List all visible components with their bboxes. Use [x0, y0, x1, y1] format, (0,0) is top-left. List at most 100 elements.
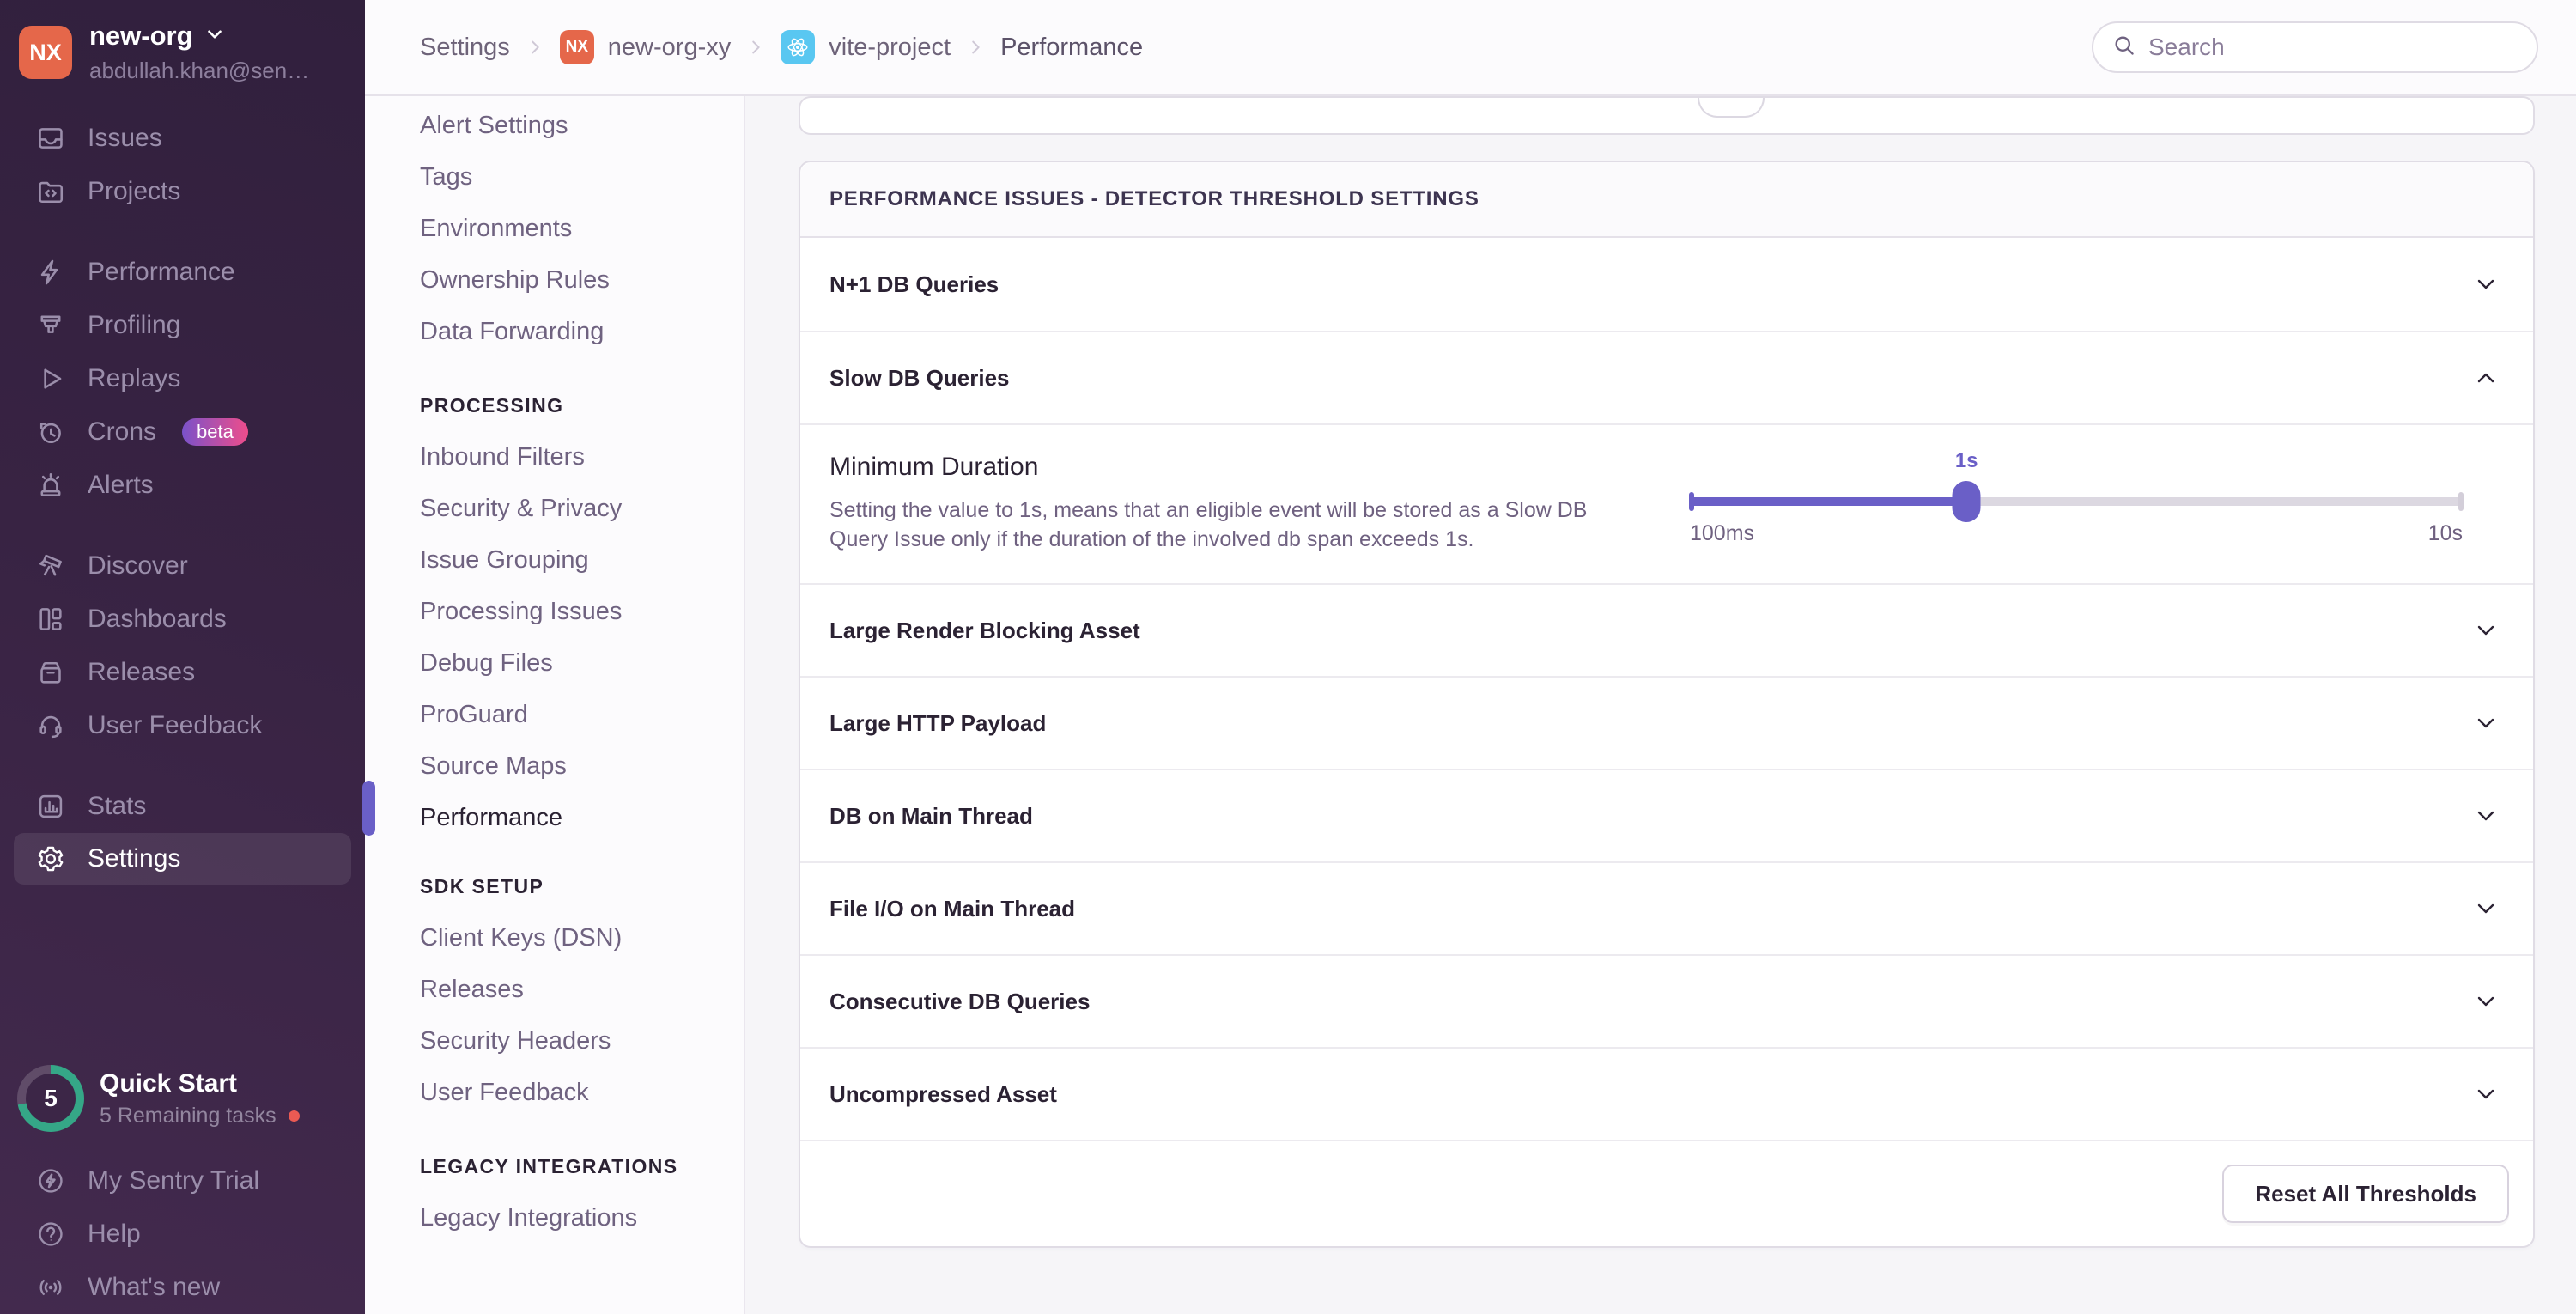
help-icon [36, 1220, 65, 1249]
settings-nav-environments[interactable]: Environments [420, 214, 573, 242]
setting-description: Setting the value to 1s, means that an e… [829, 498, 1588, 551]
settings-nav-header-processing: PROCESSING [420, 393, 564, 417]
chevron-down-icon [2473, 803, 2499, 829]
min-duration-slider: 1s 100ms 10s [1689, 425, 2464, 583]
org-avatar: NX [19, 26, 72, 79]
breadcrumb-settings[interactable]: Settings [420, 33, 510, 61]
breadcrumb-current-page: Performance [1000, 33, 1144, 61]
slider-value-label: 1s [1954, 449, 1978, 472]
search-icon [2112, 33, 2136, 62]
slider-max-label: 10s [2427, 521, 2463, 545]
panel-toggle-knob[interactable] [1698, 98, 1765, 118]
quick-start-count: 5 [44, 1085, 58, 1111]
sidebar-item-releases[interactable]: Releases [0, 646, 365, 699]
slider-fill [1690, 497, 1967, 506]
chevron-down-icon [2473, 710, 2499, 736]
quick-start-progress-ring: 5 [17, 1065, 84, 1132]
sidebar-nav: Issues Projects Performance Profiling Re… [0, 112, 365, 885]
accordion-row-slow-db-queries[interactable]: Slow DB Queries [800, 331, 2533, 423]
settings-nav-inbound-filters[interactable]: Inbound Filters [420, 442, 585, 471]
settings-nav-source-maps[interactable]: Source Maps [420, 751, 567, 780]
sidebar-item-settings[interactable]: Settings [14, 833, 351, 885]
beta-badge: beta [182, 418, 248, 446]
slider-track[interactable] [1689, 481, 2464, 522]
accordion-row-uncompressed-asset[interactable]: Uncompressed Asset [800, 1047, 2533, 1140]
breadcrumb-project[interactable]: vite-project [781, 30, 951, 64]
detector-threshold-panel: PERFORMANCE ISSUES - DETECTOR THRESHOLD … [799, 161, 2535, 1248]
org-name: new-org [89, 21, 193, 51]
quick-start[interactable]: 5 Quick Start 5 Remaining tasks [0, 1065, 365, 1154]
panel-footer: Reset All Thresholds [800, 1140, 2533, 1246]
sidebar-item-whats-new[interactable]: What's new [0, 1261, 365, 1314]
sidebar-item-profiling[interactable]: Profiling [0, 299, 365, 352]
settings-nav-tags[interactable]: Tags [420, 162, 473, 191]
sidebar-item-alerts[interactable]: Alerts [0, 459, 365, 512]
chevron-down-icon [2473, 989, 2499, 1014]
settings-nav-ownership-rules[interactable]: Ownership Rules [420, 265, 610, 294]
sidebar-item-discover[interactable]: Discover [0, 539, 365, 593]
sidebar-item-dashboards[interactable]: Dashboards [0, 593, 365, 646]
settings-nav-header-legacy: LEGACY INTEGRATIONS [420, 1154, 678, 1177]
trial-icon [36, 1166, 65, 1195]
slider-min-label: 100ms [1690, 521, 1755, 545]
settings-nav-processing-issues[interactable]: Processing Issues [420, 597, 623, 625]
chevron-down-icon [193, 23, 226, 50]
broadcast-icon [36, 1273, 65, 1302]
settings-nav-issue-grouping[interactable]: Issue Grouping [420, 545, 589, 574]
chevron-down-icon [2473, 896, 2499, 922]
settings-nav-proguard[interactable]: ProGuard [420, 700, 528, 728]
sidebar-item-performance[interactable]: Performance [0, 246, 365, 299]
releases-icon [36, 658, 65, 687]
performance-icon [36, 258, 65, 287]
settings-nav-alert-settings[interactable]: Alert Settings [420, 111, 568, 139]
accordion-row-large-http-payload[interactable]: Large HTTP Payload [800, 676, 2533, 769]
settings-nav-client-keys[interactable]: Client Keys (DSN) [420, 923, 623, 952]
settings-nav-releases[interactable]: Releases [420, 975, 524, 1003]
reset-all-thresholds-button[interactable]: Reset All Thresholds [2222, 1165, 2509, 1223]
sidebar-item-crons[interactable]: Crons beta [0, 405, 365, 459]
chevron-down-icon [2473, 1081, 2499, 1107]
sidebar-item-projects[interactable]: Projects [0, 165, 365, 218]
notification-dot [288, 1110, 300, 1122]
sidebar-item-issues[interactable]: Issues [0, 112, 365, 165]
active-nav-indicator [362, 781, 375, 836]
slider-min-tick [1689, 492, 1694, 511]
alerts-icon [36, 471, 65, 500]
slider-handle[interactable] [1952, 481, 1981, 522]
slow-db-queries-settings: Minimum Duration Setting the value to 1s… [800, 423, 2533, 583]
panel-header: PERFORMANCE ISSUES - DETECTOR THRESHOLD … [800, 162, 2533, 238]
accordion-row-consecutive-db-queries[interactable]: Consecutive DB Queries [800, 954, 2533, 1047]
accordion-row-file-io-on-main-thread[interactable]: File I/O on Main Thread [800, 861, 2533, 954]
sidebar-item-stats[interactable]: Stats [0, 780, 365, 833]
profiling-icon [36, 311, 65, 340]
accordion-row-db-on-main-thread[interactable]: DB on Main Thread [800, 769, 2533, 861]
sidebar-item-my-sentry-trial[interactable]: My Sentry Trial [0, 1154, 365, 1208]
settings-nav-legacy-integrations[interactable]: Legacy Integrations [420, 1203, 638, 1232]
dashboards-icon [36, 605, 65, 634]
org-switcher[interactable]: NX new-org abdullah.khan@sen… [0, 0, 365, 96]
settings-nav-security-privacy[interactable]: Security & Privacy [420, 494, 623, 522]
breadcrumb-org[interactable]: NX new-org-xy [559, 30, 731, 64]
sidebar-item-help[interactable]: Help [0, 1208, 365, 1261]
sidebar-item-user-feedback[interactable]: User Feedback [0, 699, 365, 752]
chevron-right-icon [526, 38, 544, 57]
settings-nav: Alert Settings Tags Environments Ownersh… [362, 96, 745, 1314]
search-input[interactable]: Search [2092, 21, 2538, 73]
sidebar-item-replays[interactable]: Replays [0, 352, 365, 405]
quick-start-subtitle: 5 Remaining tasks [100, 1103, 276, 1128]
top-bar: Settings NX new-org-xy vite-project Perf… [365, 0, 2576, 96]
discover-icon [36, 551, 65, 581]
stats-icon [36, 792, 65, 821]
settings-nav-data-forwarding[interactable]: Data Forwarding [420, 317, 605, 345]
settings-nav-debug-files[interactable]: Debug Files [420, 648, 553, 677]
sidebar: NX new-org abdullah.khan@sen… Issues Pro… [0, 0, 365, 1314]
settings-nav-security-headers[interactable]: Security Headers [420, 1026, 611, 1055]
accordion-row-large-render-blocking-asset[interactable]: Large Render Blocking Asset [800, 583, 2533, 676]
gear-icon [36, 844, 65, 873]
accordion-row-n-plus-one-db-queries[interactable]: N+1 DB Queries [800, 238, 2533, 331]
settings-nav-user-feedback[interactable]: User Feedback [420, 1078, 589, 1106]
chevron-down-icon [2473, 271, 2499, 297]
previous-panel-bottom [799, 96, 2535, 135]
settings-nav-performance[interactable]: Performance [420, 803, 563, 831]
settings-nav-header-sdk-setup: SDK SETUP [420, 874, 544, 897]
